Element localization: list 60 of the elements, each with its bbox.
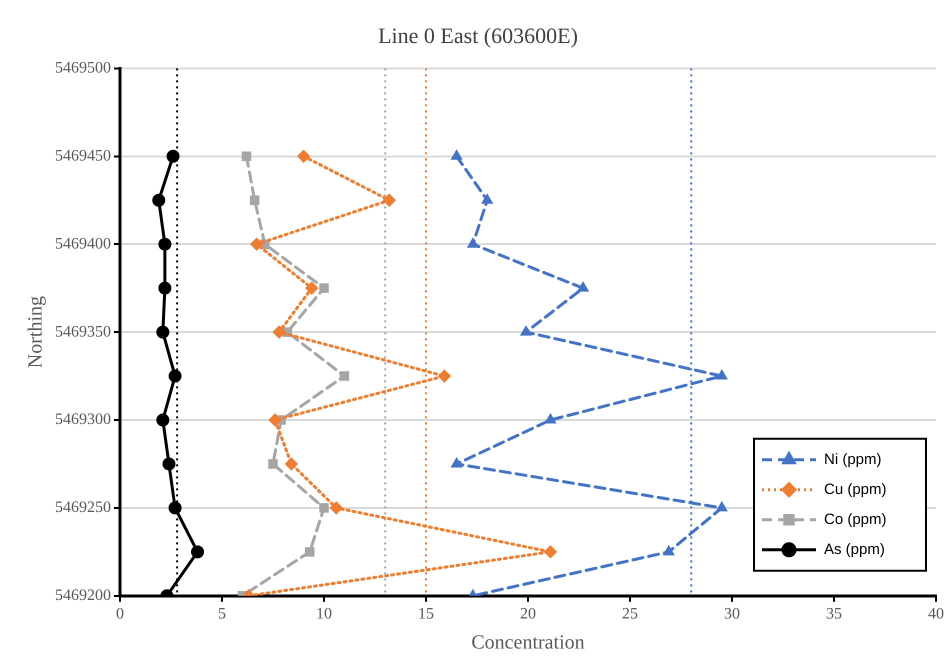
- point: [450, 150, 462, 160]
- y-tick-label: 5469400: [55, 235, 111, 252]
- point: [250, 238, 264, 251]
- point: [156, 414, 170, 426]
- point: [297, 150, 310, 163]
- point: [284, 457, 298, 470]
- legend-label: As (ppm): [824, 540, 885, 558]
- point: [450, 457, 462, 468]
- legend-label: Cu (ppm): [824, 480, 887, 498]
- x-tick-label: 30: [724, 606, 740, 623]
- point: [305, 282, 318, 295]
- point: [168, 370, 182, 383]
- y-tick-label: 5469500: [55, 60, 111, 77]
- x-axis-title: Concentration: [471, 631, 585, 654]
- point: [242, 152, 252, 162]
- y-tick-label: 5469250: [55, 499, 111, 516]
- x-tick-label: 35: [826, 606, 842, 623]
- point: [382, 194, 396, 207]
- x-tick-label: 20: [520, 606, 536, 623]
- point: [158, 238, 172, 251]
- point: [168, 501, 182, 514]
- point: [156, 326, 170, 339]
- chart-title: Line 0 East (603600E): [378, 22, 578, 48]
- point: [152, 194, 166, 207]
- point: [716, 501, 728, 512]
- x-tick-label: 5: [218, 606, 226, 623]
- point: [162, 457, 176, 470]
- point: [340, 371, 350, 381]
- point: [482, 194, 493, 204]
- point: [577, 282, 589, 292]
- y-tick-label: 5469450: [55, 148, 111, 165]
- point: [716, 370, 728, 380]
- x-tick-label: 10: [316, 606, 332, 623]
- point: [663, 545, 674, 556]
- point: [191, 545, 204, 558]
- x-tick-label: 0: [116, 606, 124, 623]
- y-tick-label: 5469200: [55, 587, 111, 604]
- legend-label: Ni (ppm): [824, 450, 882, 468]
- legend-label: Co (ppm): [824, 510, 887, 528]
- y-tick-label: 5469300: [55, 411, 111, 428]
- point: [330, 501, 343, 514]
- point: [467, 238, 479, 248]
- point: [520, 326, 532, 336]
- point: [268, 414, 282, 426]
- point: [544, 545, 557, 558]
- y-tick-label: 5469350: [55, 323, 111, 340]
- point: [268, 459, 278, 469]
- x-tick-label: 15: [418, 606, 434, 623]
- point: [304, 547, 314, 557]
- point: [272, 326, 286, 339]
- point: [250, 196, 260, 205]
- point: [158, 282, 172, 295]
- x-tick-label: 40: [928, 606, 944, 623]
- point: [438, 370, 451, 383]
- point: [319, 503, 329, 513]
- y-axis-title: Northing: [24, 296, 46, 368]
- point: [319, 283, 329, 293]
- point: [166, 150, 180, 163]
- x-tick-label: 25: [622, 606, 638, 623]
- point: [544, 414, 556, 424]
